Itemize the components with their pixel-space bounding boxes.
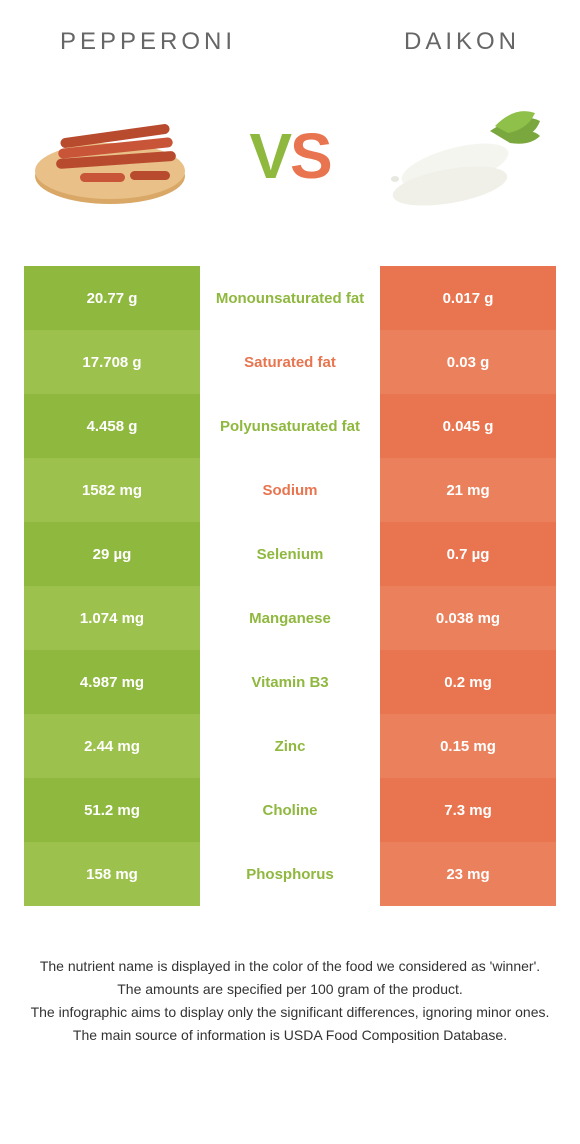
- left-value: 2.44 mg: [24, 714, 200, 778]
- table-row: 4.987 mgVitamin B30.2 mg: [24, 650, 556, 714]
- footer-notes: The nutrient name is displayed in the co…: [0, 906, 580, 1046]
- nutrient-name: Zinc: [200, 714, 380, 778]
- pepperoni-icon: [30, 101, 200, 211]
- vs-v-letter: V: [249, 120, 290, 192]
- nutrient-name: Sodium: [200, 458, 380, 522]
- nutrient-name: Monounsaturated fat: [200, 266, 380, 330]
- footer-line-3: The infographic aims to display only the…: [30, 1002, 550, 1023]
- nutrient-name: Manganese: [200, 586, 380, 650]
- table-row: 1.074 mgManganese0.038 mg: [24, 586, 556, 650]
- header: Pepperoni Daikon: [0, 0, 580, 56]
- left-food-title: Pepperoni: [60, 28, 236, 56]
- vs-label: VS: [249, 119, 330, 193]
- nutrient-name: Selenium: [200, 522, 380, 586]
- left-value: 4.458 g: [24, 394, 200, 458]
- right-value: 7.3 mg: [380, 778, 556, 842]
- right-value: 0.15 mg: [380, 714, 556, 778]
- left-value: 20.77 g: [24, 266, 200, 330]
- nutrient-name: Choline: [200, 778, 380, 842]
- pepperoni-image: [30, 96, 200, 216]
- footer-line-2: The amounts are specified per 100 gram o…: [30, 979, 550, 1000]
- right-value: 23 mg: [380, 842, 556, 906]
- right-value: 0.038 mg: [380, 586, 556, 650]
- vs-s-letter: S: [290, 120, 331, 192]
- vs-section: VS: [0, 56, 580, 266]
- left-value: 1.074 mg: [24, 586, 200, 650]
- left-value: 158 mg: [24, 842, 200, 906]
- nutrient-name: Polyunsaturated fat: [200, 394, 380, 458]
- right-value: 21 mg: [380, 458, 556, 522]
- table-row: 4.458 gPolyunsaturated fat0.045 g: [24, 394, 556, 458]
- left-value: 51.2 mg: [24, 778, 200, 842]
- table-row: 2.44 mgZinc0.15 mg: [24, 714, 556, 778]
- nutrient-name: Phosphorus: [200, 842, 380, 906]
- left-value: 4.987 mg: [24, 650, 200, 714]
- footer-line-4: The main source of information is USDA F…: [30, 1025, 550, 1046]
- table-row: 20.77 gMonounsaturated fat0.017 g: [24, 266, 556, 330]
- right-value: 0.017 g: [380, 266, 556, 330]
- daikon-image: [380, 96, 550, 216]
- daikon-icon: [380, 101, 550, 211]
- table-row: 17.708 gSaturated fat0.03 g: [24, 330, 556, 394]
- left-value: 29 µg: [24, 522, 200, 586]
- right-food-title: Daikon: [404, 28, 520, 56]
- left-value: 1582 mg: [24, 458, 200, 522]
- nutrient-table: 20.77 gMonounsaturated fat0.017 g17.708 …: [24, 266, 556, 906]
- nutrient-name: Vitamin B3: [200, 650, 380, 714]
- table-row: 51.2 mgCholine7.3 mg: [24, 778, 556, 842]
- right-value: 0.045 g: [380, 394, 556, 458]
- table-row: 29 µgSelenium0.7 µg: [24, 522, 556, 586]
- table-row: 158 mgPhosphorus23 mg: [24, 842, 556, 906]
- nutrient-name: Saturated fat: [200, 330, 380, 394]
- left-value: 17.708 g: [24, 330, 200, 394]
- right-value: 0.7 µg: [380, 522, 556, 586]
- table-row: 1582 mgSodium21 mg: [24, 458, 556, 522]
- right-value: 0.03 g: [380, 330, 556, 394]
- footer-line-1: The nutrient name is displayed in the co…: [30, 956, 550, 977]
- right-value: 0.2 mg: [380, 650, 556, 714]
